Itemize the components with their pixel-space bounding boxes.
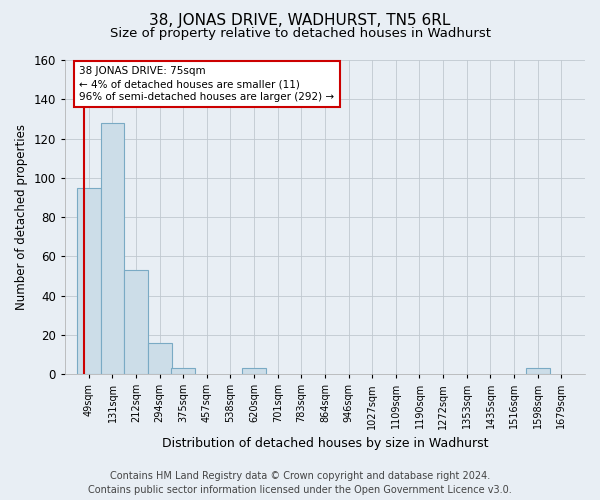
Y-axis label: Number of detached properties: Number of detached properties: [15, 124, 28, 310]
Bar: [101, 123, 124, 374]
Text: Contains HM Land Registry data © Crown copyright and database right 2024.
Contai: Contains HM Land Registry data © Crown c…: [88, 471, 512, 495]
Bar: [124, 270, 148, 374]
X-axis label: Distribution of detached houses by size in Wadhurst: Distribution of detached houses by size …: [162, 437, 488, 450]
Bar: [77, 188, 101, 374]
Bar: [526, 368, 550, 374]
Bar: [172, 368, 195, 374]
Bar: [148, 342, 172, 374]
Text: 38, JONAS DRIVE, WADHURST, TN5 6RL: 38, JONAS DRIVE, WADHURST, TN5 6RL: [149, 12, 451, 28]
Text: Size of property relative to detached houses in Wadhurst: Size of property relative to detached ho…: [110, 28, 491, 40]
Text: 38 JONAS DRIVE: 75sqm
← 4% of detached houses are smaller (11)
96% of semi-detac: 38 JONAS DRIVE: 75sqm ← 4% of detached h…: [79, 66, 334, 102]
Bar: [242, 368, 266, 374]
